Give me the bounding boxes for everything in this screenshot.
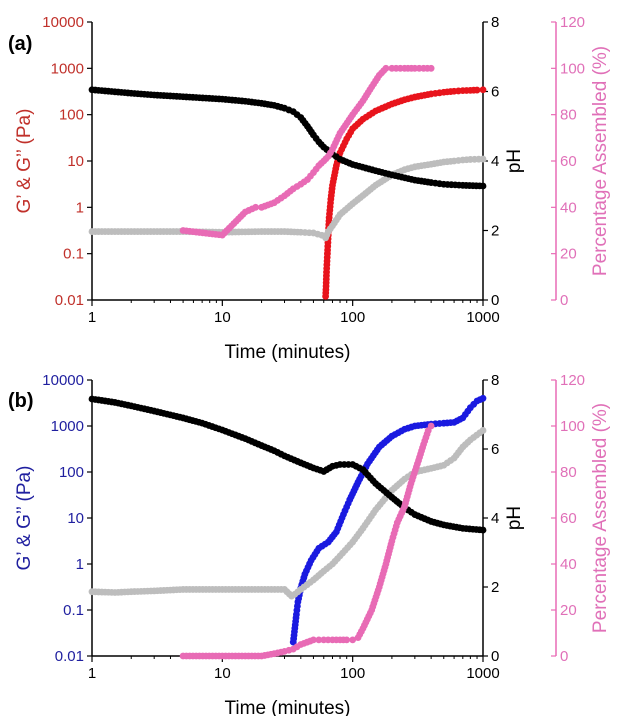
ph-tick-label: 6 <box>491 441 499 458</box>
data-point <box>473 86 481 94</box>
y-left-tick-label: 100 <box>59 464 84 481</box>
y-left-tick-label: 10 <box>67 510 84 527</box>
y-left-tick-label: 1000 <box>51 60 84 77</box>
x-tick-label: 1000 <box>466 665 499 682</box>
panel-label: (b) <box>8 390 34 412</box>
y-left-axis-label: G’ & G’’ (Pa) <box>14 109 35 214</box>
y-left-axis-label: G’ & G’’ (Pa) <box>14 466 35 571</box>
data-point <box>479 182 487 190</box>
y-left-tick-label: 1000 <box>51 418 84 435</box>
y-left-tick-label: 1 <box>76 199 84 216</box>
data-point <box>310 636 317 644</box>
ph-tick-label: 2 <box>491 223 499 240</box>
y-left-tick-label: 10000 <box>42 372 84 389</box>
ph-tick-label: 4 <box>491 510 499 527</box>
y-left-tick-label: 100 <box>59 107 84 124</box>
panel-a: (a)1 10 100 10000.010.111010010001000002468… <box>8 14 611 363</box>
percentage-tick-label: 120 <box>560 372 585 389</box>
panel-label: (a) <box>8 33 32 55</box>
data-point <box>343 636 351 644</box>
ph-axis-label: pH <box>504 506 525 530</box>
x-tick-label: 1000 <box>466 309 499 326</box>
series-left-1 <box>88 155 487 242</box>
percentage-tick-label: 60 <box>560 510 577 527</box>
x-tick-label: 1 <box>88 665 96 682</box>
percentage-tick-label: 100 <box>560 418 585 435</box>
x-axis-label: Time (minutes) <box>225 342 351 363</box>
percentage-tick-label: 0 <box>560 292 568 309</box>
x-axis-label: Time (minutes) <box>225 698 351 716</box>
percentage-tick-label: 100 <box>560 60 585 77</box>
ph-axis-label: pH <box>504 149 525 173</box>
percentage-tick-label: 40 <box>560 199 577 216</box>
percentage-tick-label: 120 <box>560 14 585 31</box>
data-point <box>349 636 357 644</box>
x-tick-label: 10 <box>214 665 231 682</box>
ph-tick-label: 0 <box>491 648 499 665</box>
y-left-tick-label: 0.1 <box>63 246 84 263</box>
y-left-tick-label: 10 <box>67 153 84 170</box>
data-point <box>427 64 435 72</box>
ph-tick-label: 6 <box>491 84 499 101</box>
percentage-axis-label: Percentage Assembled (%) <box>590 403 611 633</box>
data-point <box>427 422 435 430</box>
ph-tick-label: 8 <box>491 372 499 389</box>
y-left-tick-label: 0.01 <box>55 292 84 309</box>
data-point <box>479 155 487 163</box>
y-left-tick-label: 0.01 <box>55 648 84 665</box>
ph-tick-label: 2 <box>491 579 499 596</box>
percentage-tick-label: 60 <box>560 153 577 170</box>
panel-b: (b)1 10 100 10000.010.111010010001000002468… <box>8 372 611 716</box>
data-point <box>315 636 323 644</box>
x-tick-label: 100 <box>340 665 365 682</box>
series-right2-3 <box>179 422 435 660</box>
data-point <box>382 64 390 72</box>
ph-tick-label: 0 <box>491 292 499 309</box>
y-left-tick-label: 0.1 <box>63 602 84 619</box>
ph-tick-label: 8 <box>491 14 499 31</box>
y-left-tick-label: 10000 <box>42 14 84 31</box>
percentage-tick-label: 20 <box>560 602 577 619</box>
percentage-tick-label: 0 <box>560 648 568 665</box>
series-right2-3 <box>179 64 435 239</box>
percentage-axis-label: Percentage Assembled (%) <box>590 46 611 276</box>
percentage-tick-label: 80 <box>560 107 577 124</box>
percentage-tick-label: 80 <box>560 464 577 481</box>
series-left-1 <box>88 427 487 600</box>
data-point <box>479 394 487 402</box>
series-left-0 <box>289 394 487 646</box>
data-point <box>252 203 260 211</box>
percentage-tick-label: 40 <box>560 556 577 573</box>
ph-tick-label: 4 <box>491 153 499 170</box>
x-tick-label: 100 <box>340 309 365 326</box>
percentage-tick-label: 20 <box>560 246 577 263</box>
y-left-tick-label: 1 <box>76 556 84 573</box>
series-right1-2 <box>88 395 487 534</box>
series-right1-2 <box>88 86 487 190</box>
data-point <box>479 86 487 94</box>
data-point <box>479 526 487 534</box>
x-tick-label: 1 <box>88 309 96 326</box>
data-point <box>479 427 487 434</box>
x-tick-label: 10 <box>214 309 231 326</box>
